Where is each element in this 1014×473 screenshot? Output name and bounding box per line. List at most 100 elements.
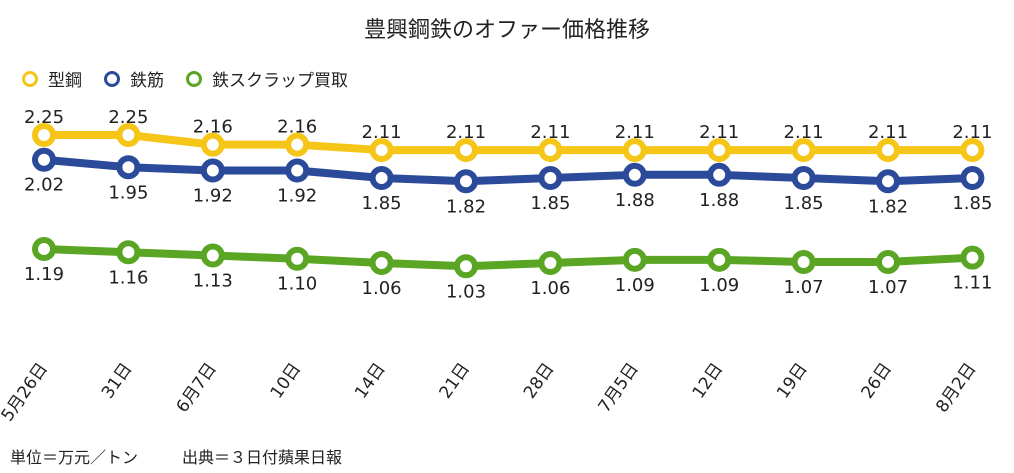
data-point-section-steel <box>876 138 900 163</box>
x-tick-label: 6月7日 <box>173 359 221 416</box>
x-tick-label: 10日 <box>267 359 306 402</box>
data-label-scrap: 1.10 <box>277 274 317 295</box>
x-tick-label: 7月5日 <box>595 359 643 416</box>
data-label-scrap: 1.07 <box>784 277 824 298</box>
data-point-rebar <box>200 158 225 183</box>
data-label-rebar: 1.85 <box>530 193 570 214</box>
data-label-rebar: 1.95 <box>108 182 148 203</box>
legend-item-scrap: 鉄スクラップ買取 <box>186 66 348 91</box>
data-label-section-steel: 2.11 <box>530 122 570 143</box>
data-point-section-steel <box>200 132 225 157</box>
legend-item-section-steel: 型鋼 <box>22 66 82 91</box>
data-label-section-steel: 2.11 <box>615 122 655 143</box>
data-point-scrap <box>876 249 900 274</box>
source-credit: 出典＝３日付蘋果日報 <box>182 448 343 467</box>
x-tick-label: 12日 <box>689 359 728 402</box>
data-point-section-steel <box>707 138 732 163</box>
data-point-rebar <box>32 147 56 172</box>
data-label-scrap: 1.03 <box>446 281 486 302</box>
data-label-section-steel: 2.25 <box>108 107 148 128</box>
series-line-rebar <box>40 155 977 186</box>
data-point-scrap <box>32 237 56 262</box>
data-point-section-steel <box>454 138 478 163</box>
data-point-rebar <box>116 155 141 180</box>
data-label-rebar: 1.88 <box>699 190 739 211</box>
x-tick-label: 28日 <box>520 359 559 402</box>
x-tick-label: 5月26日 <box>0 359 52 425</box>
data-point-section-steel <box>32 123 56 147</box>
data-point-scrap <box>622 247 647 272</box>
data-point-scrap <box>707 247 732 272</box>
data-point-rebar <box>369 166 394 191</box>
legend-marker-icon <box>104 70 120 87</box>
data-point-rebar <box>454 169 478 194</box>
data-label-scrap: 1.06 <box>530 278 570 299</box>
data-point-section-steel <box>622 138 647 163</box>
data-label-section-steel: 2.16 <box>193 117 233 138</box>
legend-label: 鉄筋 <box>130 71 164 91</box>
data-label-section-steel: 2.11 <box>784 122 824 143</box>
legend-item-rebar: 鉄筋 <box>104 66 164 91</box>
data-point-rebar <box>538 166 563 191</box>
data-label-rebar: 1.82 <box>868 196 908 217</box>
data-label-scrap: 1.16 <box>108 267 148 288</box>
unit-note: 単位＝万元／トン <box>10 448 139 467</box>
data-label-section-steel: 2.11 <box>362 122 402 143</box>
series-line-section-steel <box>40 131 977 155</box>
data-label-scrap: 1.07 <box>868 277 908 298</box>
data-point-rebar <box>876 169 900 194</box>
data-label-section-steel: 2.25 <box>24 107 64 128</box>
data-label-scrap: 1.19 <box>24 264 64 285</box>
data-point-rebar <box>707 162 732 187</box>
chart-title: 豊興鋼鉄のオファー価格推移 <box>363 18 650 43</box>
legend-marker-icon <box>22 70 38 87</box>
data-label-rebar: 1.82 <box>446 196 486 217</box>
data-point-scrap <box>200 243 225 268</box>
data-label-rebar: 1.88 <box>615 190 655 211</box>
data-point-scrap <box>960 245 985 270</box>
data-point-section-steel <box>116 123 141 147</box>
data-point-section-steel <box>369 138 394 163</box>
data-point-section-steel <box>285 132 310 157</box>
x-tick-label: 8月2日 <box>932 359 980 416</box>
data-point-scrap <box>116 240 141 265</box>
data-label-section-steel: 2.16 <box>277 117 317 138</box>
legend-label: 型鋼 <box>48 71 82 91</box>
series-line-scrap <box>40 245 977 271</box>
legend: 型鋼 鉄筋 鉄スクラップ買取 <box>22 66 348 91</box>
data-label-scrap: 1.13 <box>193 271 233 292</box>
data-label-scrap: 1.09 <box>615 275 655 296</box>
x-tick-label: 26日 <box>858 359 897 402</box>
data-point-rebar <box>960 166 985 191</box>
data-label-rebar: 1.85 <box>362 193 402 214</box>
data-point-rebar <box>791 166 816 191</box>
data-label-rebar: 1.85 <box>952 193 992 214</box>
data-point-scrap <box>791 249 816 274</box>
data-point-section-steel <box>791 138 816 163</box>
data-point-scrap <box>369 251 394 276</box>
data-label-scrap: 1.11 <box>952 273 992 294</box>
data-label-scrap: 1.09 <box>699 275 739 296</box>
source-note: 単位＝万元／トン 出典＝３日付蘋果日報 <box>10 444 342 468</box>
data-label-rebar: 1.92 <box>193 186 233 207</box>
data-label-scrap: 1.06 <box>362 278 402 299</box>
x-tick-label: 21日 <box>436 359 475 402</box>
data-label-rebar: 2.02 <box>24 175 64 196</box>
legend-marker-icon <box>186 70 202 87</box>
x-tick-label: 14日 <box>351 359 390 402</box>
data-label-rebar: 1.85 <box>784 193 824 214</box>
x-tick-label: 19日 <box>773 359 812 402</box>
data-label-rebar: 1.92 <box>277 186 317 207</box>
data-point-section-steel <box>960 138 985 163</box>
data-point-scrap <box>454 254 478 279</box>
data-label-section-steel: 2.11 <box>952 122 992 143</box>
data-point-rebar <box>285 158 310 183</box>
data-label-section-steel: 2.11 <box>699 122 739 143</box>
data-point-scrap <box>285 246 310 271</box>
x-tick-label: 31日 <box>98 359 137 402</box>
data-label-section-steel: 2.11 <box>446 122 486 143</box>
data-point-section-steel <box>538 138 563 163</box>
data-label-section-steel: 2.11 <box>868 122 908 143</box>
legend-label: 鉄スクラップ買取 <box>212 71 348 91</box>
